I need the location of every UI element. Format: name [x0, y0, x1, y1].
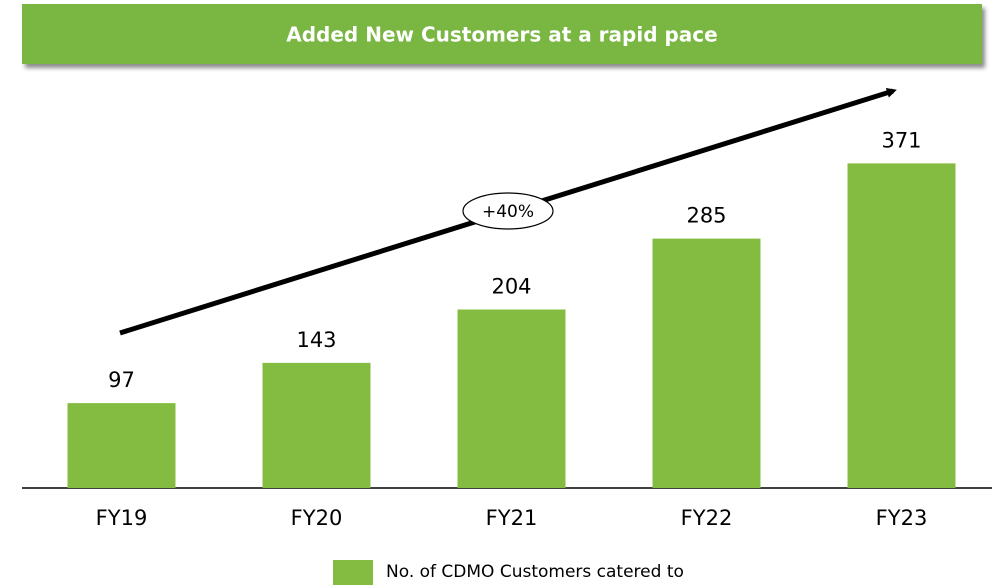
- x-tick-label: FY22: [681, 506, 733, 530]
- legend-label: No. of CDMO Customers catered to: [386, 562, 684, 582]
- annotation: +40%: [482, 202, 534, 222]
- value-label: 204: [491, 275, 531, 299]
- value-label: 143: [296, 328, 336, 352]
- bar: [457, 309, 566, 488]
- value-label: 371: [881, 128, 921, 152]
- value-label: 97: [108, 368, 135, 392]
- x-tick-label: FY21: [486, 506, 538, 530]
- bar: [262, 362, 371, 488]
- bar: [67, 403, 176, 488]
- bar: [652, 238, 761, 488]
- legend-swatch: [333, 560, 373, 585]
- value-label: 285: [686, 204, 726, 228]
- chart-title: Added New Customers at a rapid pace: [286, 23, 717, 47]
- x-tick-label: FY20: [291, 506, 343, 530]
- title-banner: [22, 4, 982, 64]
- x-tick-label: FY19: [96, 506, 148, 530]
- bar: [847, 163, 956, 488]
- annotation-bubble: [462, 192, 554, 230]
- x-tick-label: FY23: [876, 506, 928, 530]
